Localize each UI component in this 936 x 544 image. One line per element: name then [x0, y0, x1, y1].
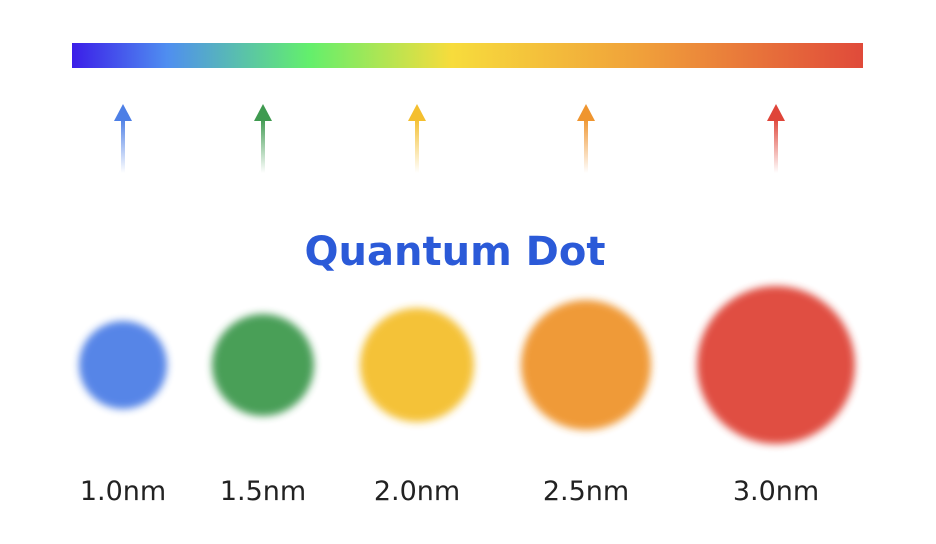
- arrow-head: [767, 104, 785, 121]
- arrow-head: [408, 104, 426, 121]
- dot: [79, 321, 167, 409]
- spectrum-bar: [72, 43, 863, 68]
- arrow-shaft: [774, 118, 778, 173]
- dot: [360, 308, 474, 422]
- dots: 1.0nm 1.5nm 2.0nm 2.5nm 3.0nm: [79, 286, 855, 507]
- dot-label: 1.0nm: [80, 476, 166, 507]
- dot: [697, 286, 855, 444]
- dot-label: 1.5nm: [220, 476, 306, 507]
- arrow-shaft: [121, 118, 125, 173]
- dot: [212, 314, 314, 416]
- dot-label: 2.5nm: [543, 476, 629, 507]
- title: Quantum Dot: [305, 229, 606, 275]
- arrow-head: [254, 104, 272, 121]
- dot: [521, 300, 651, 430]
- arrow-shaft: [261, 118, 265, 173]
- arrow-head: [114, 104, 132, 121]
- arrows: [114, 104, 785, 173]
- dot-label: 3.0nm: [733, 476, 819, 507]
- dot-label: 2.0nm: [374, 476, 460, 507]
- arrow-shaft: [584, 118, 588, 173]
- arrow-shaft: [415, 118, 419, 173]
- arrow-head: [577, 104, 595, 121]
